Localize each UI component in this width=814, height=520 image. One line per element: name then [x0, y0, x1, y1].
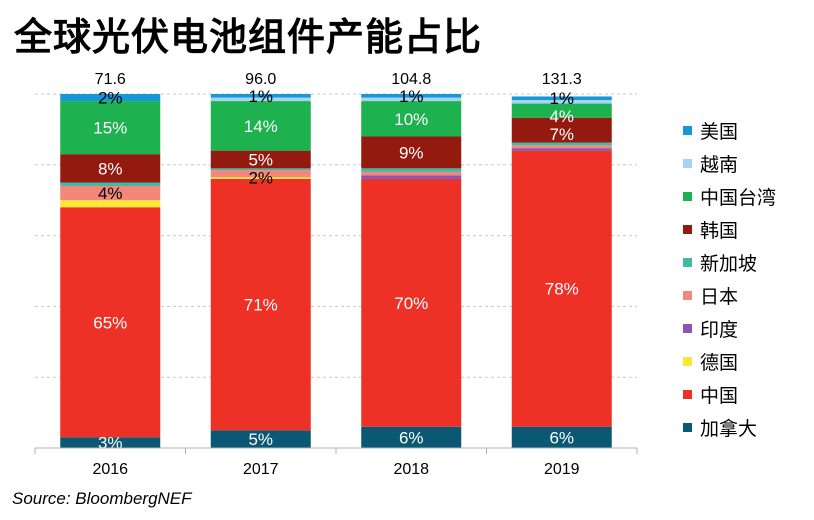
bar-segment [210, 101, 311, 151]
legend-swatch [683, 291, 692, 300]
bar-segment [361, 94, 462, 98]
bar-segment [210, 94, 311, 98]
bar-segment [361, 178, 462, 427]
total-label: 96.0 [245, 71, 276, 88]
bar-segment [60, 154, 161, 183]
legend-item: 印度 [683, 312, 776, 345]
bar-segment [511, 96, 612, 101]
bar-segment [511, 150, 612, 427]
data-label: 4% [549, 107, 574, 126]
bar-segment [210, 178, 311, 431]
bar-segment [60, 200, 161, 208]
legend-item: 日本 [683, 279, 776, 312]
bar-segment [60, 182, 161, 187]
legend-label: 中国 [700, 385, 739, 407]
data-label: 7% [549, 125, 574, 144]
legend-label: 新加坡 [700, 253, 758, 275]
data-label: 70% [394, 294, 428, 313]
bar-segment [210, 150, 311, 169]
bar-segment [511, 145, 612, 149]
bar-segment [511, 103, 612, 118]
data-label: 9% [399, 143, 424, 162]
bar-segment [361, 97, 462, 102]
total-label: 104.8 [391, 71, 431, 88]
legend-label: 德国 [700, 352, 739, 374]
bar-segment [210, 177, 311, 179]
legend-item: 中国 [683, 378, 776, 411]
legend-item: 新加坡 [683, 246, 776, 279]
data-label: 5% [248, 150, 273, 169]
legend-swatch [683, 192, 692, 201]
bar-segment [60, 101, 161, 155]
bar-segment [511, 426, 612, 448]
bar-segment [361, 426, 462, 448]
legend-swatch [683, 225, 692, 234]
legend-item: 中国台湾 [683, 180, 776, 213]
bar-segment [60, 186, 161, 201]
data-label: 15% [93, 119, 127, 138]
data-label: 14% [244, 117, 278, 136]
data-label: 78% [545, 280, 579, 299]
data-label: 1% [248, 87, 273, 106]
bar-segment [210, 168, 311, 171]
legend-swatch [683, 357, 692, 366]
legend-swatch [683, 159, 692, 168]
data-label: 6% [399, 428, 424, 447]
bar-segment [60, 207, 161, 438]
bar-segment [210, 170, 311, 178]
bar-segment [511, 117, 612, 143]
bar-segment [210, 97, 311, 102]
legend-swatch [683, 324, 692, 333]
data-label: 2% [98, 89, 123, 108]
source-note: Source: BloombergNEF [12, 489, 192, 508]
data-label: 1% [549, 89, 574, 108]
x-tick-label: 2016 [92, 461, 128, 478]
x-tick-label: 2017 [243, 461, 279, 478]
bar-segment [511, 100, 612, 104]
data-label: 65% [93, 313, 127, 332]
x-tick-label: 2019 [544, 461, 580, 478]
legend-label: 美国 [700, 121, 739, 143]
legend-label: 越南 [700, 154, 739, 176]
chart-title: 全球光伏电池组件产能占比 [14, 15, 483, 59]
data-label: 1% [399, 87, 424, 106]
data-label: 4% [98, 184, 123, 203]
legend-item: 德国 [683, 345, 776, 378]
legend-item: 韩国 [683, 213, 776, 246]
data-label: 6% [549, 428, 574, 447]
bar-segment [60, 437, 161, 448]
legend-item: 美国 [683, 114, 776, 147]
legend-item: 加拿大 [683, 411, 776, 444]
data-label: 71% [244, 296, 278, 315]
bar-segment [511, 148, 612, 151]
bar-segment [361, 136, 462, 169]
legend-label: 日本 [700, 286, 739, 308]
x-tick-label: 2018 [393, 461, 429, 478]
legend-label: 中国台湾 [700, 187, 777, 209]
data-label: 3% [98, 434, 123, 453]
legend-label: 韩国 [700, 220, 739, 242]
total-label: 71.6 [95, 71, 126, 88]
legend-label: 加拿大 [700, 418, 758, 440]
legend-swatch [683, 258, 692, 267]
data-label: 2% [248, 168, 273, 187]
legend-swatch [683, 423, 692, 432]
total-label: 131.3 [542, 71, 582, 88]
bar-segment [511, 142, 612, 146]
bar-segment [361, 175, 462, 179]
bar-segment [361, 171, 462, 176]
bar-segment [210, 430, 311, 448]
legend-item: 越南 [683, 147, 776, 180]
data-label: 8% [98, 159, 123, 178]
data-label: 5% [248, 430, 273, 449]
legend-label: 印度 [700, 319, 739, 341]
legend-swatch [683, 390, 692, 399]
data-label: 10% [394, 110, 428, 129]
bar-segment [361, 168, 462, 172]
bar-segment [361, 101, 462, 137]
legend: 美国越南中国台湾韩国新加坡日本印度德国中国加拿大 [683, 114, 776, 444]
bar-segment [60, 94, 161, 102]
legend-swatch [683, 126, 692, 135]
